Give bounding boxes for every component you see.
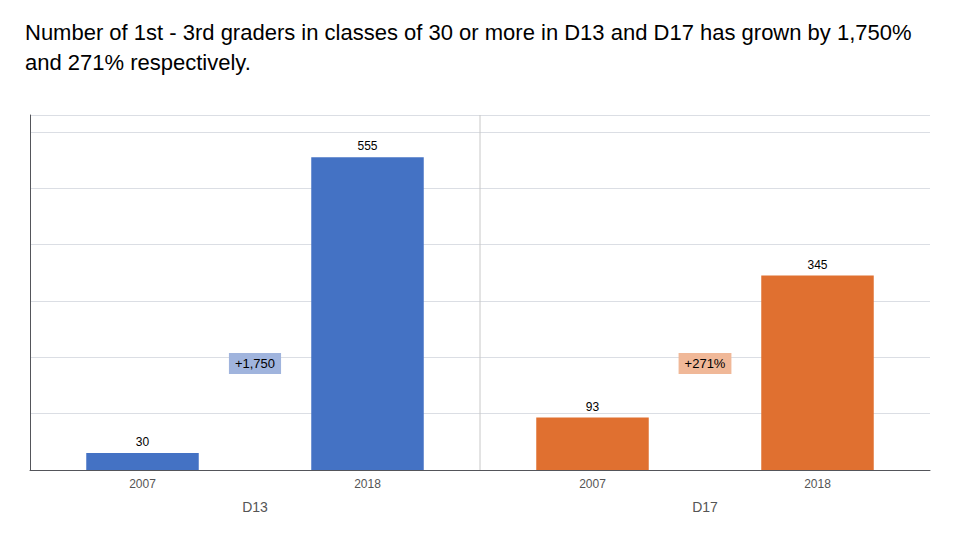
svg-text:and 271% respectively.: and 271% respectively.: [25, 50, 251, 75]
svg-text:Number of 1st - 3rd graders in: Number of 1st - 3rd graders in classes o…: [25, 20, 918, 45]
svg-text:2018: 2018: [354, 477, 381, 491]
svg-text:30: 30: [136, 435, 150, 449]
svg-text:2007: 2007: [129, 477, 156, 491]
svg-text:2007: 2007: [579, 477, 606, 491]
svg-text:555: 555: [357, 139, 377, 153]
svg-text:+271%: +271%: [685, 356, 726, 371]
svg-text:93: 93: [586, 400, 600, 414]
svg-text:D13: D13: [242, 499, 268, 515]
svg-text:345: 345: [807, 258, 827, 272]
svg-text:2018: 2018: [804, 477, 831, 491]
svg-text:D17: D17: [692, 499, 718, 515]
svg-text:+1,750: +1,750: [235, 356, 275, 371]
